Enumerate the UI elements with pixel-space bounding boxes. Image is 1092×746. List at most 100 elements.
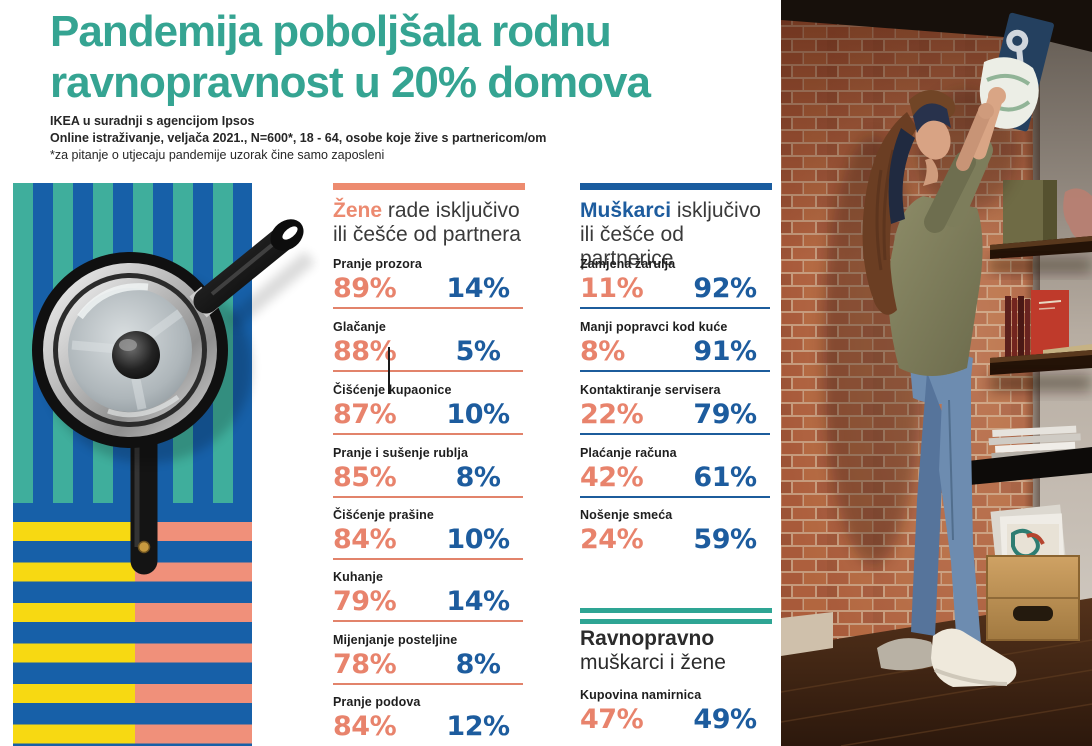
- crate: [986, 504, 1080, 641]
- women-value: 47%: [580, 704, 644, 735]
- women-column-bar: [333, 183, 525, 190]
- page-title-line1: Pandemija poboljšala rodnu: [50, 7, 612, 56]
- equal-section-title: Ravnopravno muškarci i žene: [580, 627, 726, 675]
- women-value: 42%: [580, 462, 644, 493]
- yellow-stripes: [13, 503, 135, 746]
- woman-figure: [862, 12, 1054, 687]
- women-value: 84%: [333, 711, 397, 742]
- men-value: 10%: [446, 524, 510, 555]
- row-divider: [580, 433, 770, 435]
- chore-label: Plaćanje računa: [580, 446, 677, 460]
- chore-label: Kupovina namirnica: [580, 688, 702, 702]
- row-divider: [580, 307, 770, 309]
- chore-label: Nošenje smeća: [580, 508, 673, 522]
- men-value: 61%: [693, 462, 757, 493]
- page-title-line2: ravnopravnost u 20% domova: [50, 58, 651, 107]
- chore-row: Pranje prozora 89% 14%: [333, 257, 525, 320]
- women-value: 78%: [333, 649, 397, 680]
- back-shoe: [877, 638, 939, 671]
- men-value: 59%: [693, 524, 757, 555]
- men-value: 92%: [693, 273, 757, 304]
- chore-row: Plaćanje računa 42% 61%: [580, 446, 772, 509]
- row-divider: [333, 558, 523, 560]
- chore-row: Čišćenje kupaonice 87% 10%: [333, 383, 525, 446]
- women-title-rest: rade isključivo ili češće od partnera: [333, 199, 521, 246]
- men-value: 79%: [693, 399, 757, 430]
- men-column-bar: [580, 183, 772, 190]
- chore-row: Zamjena žarulja 11% 92%: [580, 257, 772, 320]
- chore-label: Zamjena žarulja: [580, 257, 676, 271]
- row-divider: [333, 496, 523, 498]
- frying-pan-illustration: [32, 219, 316, 575]
- chore-row: Čišćenje prašine 84% 10%: [333, 508, 525, 571]
- men-value: 5%: [455, 336, 501, 367]
- men-title-rest: isključivo ili češće od partnerice: [580, 199, 761, 270]
- chore-row: Kuhanje 79% 14%: [333, 570, 525, 633]
- men-value: 10%: [446, 399, 510, 430]
- chore-label: Čišćenje prašine: [333, 508, 434, 522]
- chore-label: Mijenjanje posteljine: [333, 633, 458, 647]
- women-value: 88%: [333, 336, 397, 367]
- survey-source-note: IKEA u suradnji s agencijom Ipsos Online…: [50, 113, 546, 164]
- baseboard: [781, 612, 833, 656]
- women-value: 22%: [580, 399, 644, 430]
- shelf-books: [990, 290, 1092, 391]
- women-value: 8%: [580, 336, 625, 367]
- men-value: 14%: [446, 586, 510, 617]
- chore-label: Kontaktiranje servisera: [580, 383, 721, 397]
- men-value: 8%: [455, 462, 501, 493]
- source-line2: Online istraživanje, veljača 2021., N=60…: [50, 131, 547, 145]
- equal-section-bar-top: [580, 608, 772, 613]
- chore-row: Manji popravci kod kuće 8% 91%: [580, 320, 772, 383]
- chore-label: Pranje prozora: [333, 257, 422, 271]
- head: [915, 116, 951, 160]
- men-value: 14%: [446, 273, 510, 304]
- equal-title-bold: Ravnopravno: [580, 627, 715, 650]
- row-divider: [333, 307, 523, 309]
- chore-row: Kupovina namirnica 47% 49%: [580, 688, 772, 746]
- chore-row: Nošenje smeća 24% 59%: [580, 508, 772, 571]
- women-value: 24%: [580, 524, 644, 555]
- men-value: 49%: [693, 704, 757, 735]
- men-value: 12%: [446, 711, 510, 742]
- bandana: [913, 103, 951, 133]
- women-highlight: Žene: [333, 199, 383, 222]
- equal-section-bar-bottom: [580, 619, 772, 624]
- men-value: 91%: [693, 336, 757, 367]
- women-value: 11%: [580, 273, 644, 304]
- men-highlight: Muškarci: [580, 199, 672, 222]
- chore-label: Manji popravci kod kuće: [580, 320, 728, 334]
- chore-label: Glačanje: [333, 320, 386, 334]
- chore-row: Kontaktiranje servisera 22% 79%: [580, 383, 772, 446]
- artifact-line: [388, 347, 390, 394]
- source-line1: IKEA u suradnji s agencijom Ipsos: [50, 114, 255, 128]
- chore-row: Mijenjanje posteljine 78% 8%: [333, 633, 525, 696]
- pan-upper-handle: [189, 219, 316, 330]
- chore-label: Pranje i sušenje rublja: [333, 446, 468, 460]
- row-divider: [333, 620, 523, 622]
- row-divider: [333, 370, 523, 372]
- chore-row: Glačanje 88% 5%: [333, 320, 525, 383]
- shelf-upper: [990, 180, 1092, 272]
- women-column-title: Žene rade isključivo ili češće od partne…: [333, 199, 533, 247]
- shirt: [888, 196, 983, 376]
- row-divider: [333, 433, 523, 435]
- row-divider: [580, 370, 770, 372]
- chore-label: Pranje podova: [333, 695, 421, 709]
- photo-woman-dusting-shelf: [781, 0, 1092, 746]
- lid-knob: [112, 331, 160, 379]
- row-divider: [333, 683, 523, 685]
- men-value: 8%: [455, 649, 501, 680]
- men-column-title: Muškarci isključivo ili češće od partner…: [580, 199, 780, 271]
- women-value: 89%: [333, 273, 397, 304]
- women-value: 79%: [333, 586, 397, 617]
- women-value: 84%: [333, 524, 397, 555]
- chore-label: Kuhanje: [333, 570, 384, 584]
- row-divider: [580, 496, 770, 498]
- chore-label: Čišćenje kupaonice: [333, 383, 452, 397]
- pan-body: [32, 252, 252, 463]
- chore-row: Pranje podova 84% 12%: [333, 695, 525, 746]
- top-shelf: [781, 0, 1092, 52]
- women-value: 85%: [333, 462, 397, 493]
